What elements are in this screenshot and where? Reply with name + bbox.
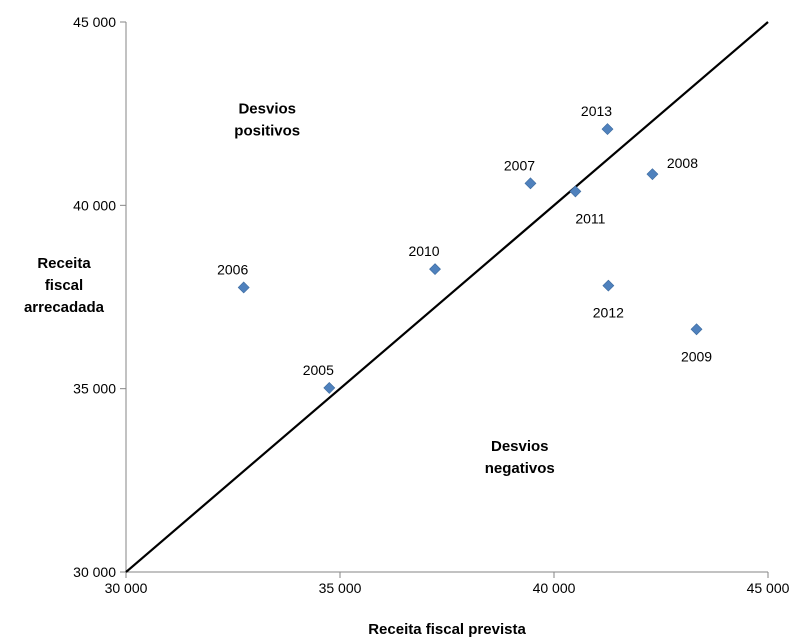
data-point-marker bbox=[690, 323, 703, 336]
y-tick-label: 40 000 bbox=[73, 197, 116, 213]
data-point-marker bbox=[601, 123, 614, 135]
x-tick-label: 30 000 bbox=[105, 580, 148, 596]
region-annotation-label: Desvios bbox=[491, 438, 549, 455]
data-point-label: 2013 bbox=[581, 103, 612, 119]
y-axis-title: fiscal bbox=[45, 277, 83, 294]
x-axis-title: Receita fiscal prevista bbox=[368, 621, 526, 638]
y-axis-title: arrecadada bbox=[24, 299, 105, 316]
data-point-marker bbox=[602, 279, 615, 292]
region-annotation-label: Desvios bbox=[238, 101, 296, 118]
data-points: 2005 2006 2007 2008 2009 2010 2011 2012 2013 bbox=[217, 103, 712, 394]
region-annotation-label: positivos bbox=[234, 123, 300, 140]
data-point-label: 2006 bbox=[217, 261, 248, 277]
data-point-label: 2005 bbox=[303, 362, 334, 378]
data-point-marker bbox=[646, 168, 659, 181]
x-tick-label: 35 000 bbox=[319, 580, 362, 596]
reference-line bbox=[125, 21, 769, 573]
data-point-label: 2008 bbox=[667, 155, 698, 171]
region-annotation-label: negativos bbox=[485, 460, 555, 477]
data-point-label: 2011 bbox=[575, 210, 605, 226]
data-point-label: 2007 bbox=[504, 157, 535, 173]
data-point-marker bbox=[524, 177, 537, 190]
y-axis-title: Receita bbox=[37, 255, 91, 272]
axis-titles: Receita fiscal prevista Receita fiscal arre… bbox=[24, 255, 526, 638]
data-point-marker bbox=[237, 281, 250, 294]
x-tick-label: 45 000 bbox=[747, 580, 790, 596]
annotations: Desvios positivos Desvios negativos bbox=[234, 101, 554, 477]
reference-line-group bbox=[125, 21, 769, 573]
data-point-label: 2010 bbox=[408, 243, 439, 259]
y-tick-label: 35 000 bbox=[73, 381, 116, 397]
y-tick-label: 30 000 bbox=[73, 564, 116, 580]
axes: 30 000 35 000 40 000 45 000 30 000 35 000 40 0… bbox=[73, 14, 789, 596]
data-point-marker bbox=[429, 263, 441, 276]
data-point-marker bbox=[323, 382, 336, 394]
y-tick-label: 45 000 bbox=[73, 14, 116, 30]
data-point-marker bbox=[569, 185, 582, 198]
x-tick-label: 40 000 bbox=[533, 580, 576, 596]
data-point-label: 2012 bbox=[593, 305, 624, 321]
data-point-label: 2009 bbox=[681, 348, 712, 364]
